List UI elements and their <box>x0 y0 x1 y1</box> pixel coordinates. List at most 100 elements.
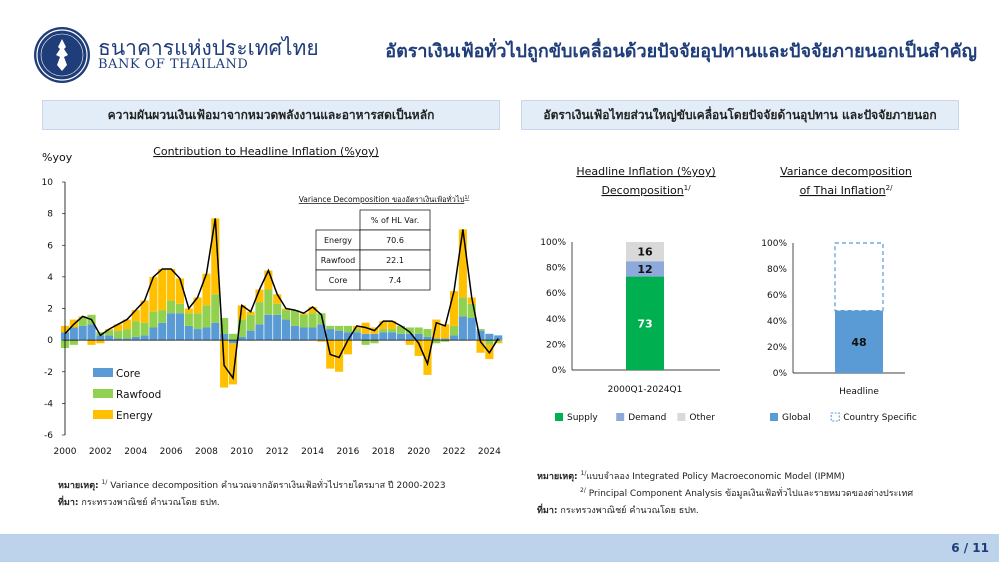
decomposition-chart-title-line1: Headline Inflation (%yoy) <box>576 165 715 178</box>
bar-core <box>255 324 264 341</box>
bar-rawfood <box>264 289 273 315</box>
bar-energy <box>131 310 140 322</box>
bar-core <box>140 335 149 341</box>
legend-label-supply: Supply <box>567 413 598 423</box>
data-label-supply: 73 <box>637 317 652 330</box>
bar-energy <box>228 343 238 385</box>
legend-swatch-rawfood <box>93 389 113 398</box>
bar-energy <box>352 325 361 330</box>
bar-rawfood <box>467 303 476 318</box>
contribution-chart-title: Contribution to Headline Inflation (%yoy… <box>153 145 379 158</box>
bar-energy <box>458 229 467 298</box>
bar-core <box>335 330 344 341</box>
contribution-chart: Contribution to Headline Inflation (%yoy… <box>42 145 503 457</box>
bar-segment-demand <box>626 261 664 277</box>
bar-rawfood <box>308 313 317 328</box>
bar-core <box>494 335 503 341</box>
bar-rawfood <box>193 313 202 330</box>
x-tick-label: 2014 <box>301 447 324 457</box>
x-tick-label: 2012 <box>266 447 289 457</box>
bar-rawfood <box>326 325 335 330</box>
bar-rawfood <box>414 327 423 334</box>
bar-energy <box>246 311 255 315</box>
bar-energy <box>113 324 123 331</box>
bar-energy <box>96 340 105 344</box>
bar-rawfood <box>211 294 220 323</box>
x-tick-label: 2020 <box>407 447 430 457</box>
legend-swatch-supply <box>555 413 563 421</box>
bar-rawfood <box>396 325 406 334</box>
bar-core <box>432 338 441 341</box>
bar-core <box>96 335 105 341</box>
bar-core <box>449 335 459 341</box>
bar-energy <box>476 340 485 353</box>
left-source: ที่มา: กระทรวงพาณิชย์ คำนวณโดย ธปท. <box>58 498 220 508</box>
bar-rawfood <box>158 310 167 323</box>
x-tick-label: 2024 <box>478 447 501 457</box>
bar-rawfood <box>476 329 485 331</box>
headline-inflation-line <box>64 218 499 381</box>
x-tick-label: 2016 <box>336 447 359 457</box>
bar-rawfood <box>405 327 414 334</box>
bar-rawfood <box>184 313 193 326</box>
bar-rawfood <box>246 314 255 331</box>
bar-rawfood <box>237 319 246 337</box>
bar-energy <box>87 340 96 345</box>
bar-core <box>149 327 158 341</box>
legend-label-global: Global <box>782 413 811 423</box>
legend-swatch-energy <box>93 410 113 419</box>
bar-rawfood <box>388 329 397 333</box>
legend-label-rawfood: Rawfood <box>116 389 161 401</box>
y-tick-label: 40% <box>546 315 566 325</box>
bar-core <box>388 332 397 341</box>
bar-core <box>264 314 273 341</box>
y-tick-label: 10 <box>42 178 54 188</box>
bar-core <box>352 332 361 341</box>
y-tick-label: 100% <box>540 238 566 248</box>
bar-core <box>273 314 282 341</box>
bar-core <box>299 327 308 341</box>
bar-core <box>202 327 211 341</box>
bar-rawfood <box>149 311 158 328</box>
y-tick-label: 80% <box>767 265 787 275</box>
x-tick-label: 2006 <box>160 447 183 457</box>
bar-rawfood <box>379 329 388 333</box>
bar-core <box>458 316 467 341</box>
bar-segment-country-specific <box>834 242 884 312</box>
bar-rawfood <box>131 321 140 337</box>
y-tick-label: 6 <box>47 241 53 251</box>
bar-energy <box>441 324 450 339</box>
bar-energy <box>211 218 220 295</box>
variance-table-title: Variance Decomposition ของอัตราเงินเฟ้อท… <box>299 194 470 204</box>
bar-core <box>281 319 291 341</box>
x-tick-label: 2010 <box>230 447 253 457</box>
bar-rawfood <box>370 340 379 344</box>
bar-core <box>476 330 485 341</box>
left-section-heading: ความผันผวนเงินเฟ้อมาจากหมวดพลังงานและอาห… <box>42 100 500 130</box>
variance-table-row-label: Energy <box>324 236 352 245</box>
bar-core <box>485 333 494 341</box>
bank-of-thailand-logo <box>34 27 90 83</box>
bar-energy <box>167 268 176 301</box>
decomposition-chart: Headline Inflation (%yoy) Decomposition1… <box>540 165 720 423</box>
x-tick-label: 2000 <box>54 447 77 457</box>
bar-core <box>122 338 131 341</box>
bar-core <box>308 327 317 341</box>
data-label-global: 48 <box>851 336 866 349</box>
bar-core <box>184 325 193 341</box>
variance-table-header: % of HL Var. <box>371 216 419 225</box>
bar-rawfood <box>317 313 326 325</box>
bar-rawfood <box>140 322 149 336</box>
x-tick-label: 2002 <box>89 447 112 457</box>
bar-core <box>237 336 246 341</box>
y-tick-label: 40% <box>767 317 787 327</box>
bar-rawfood <box>494 340 503 342</box>
bar-rawfood <box>122 329 131 339</box>
bar-core <box>167 313 176 341</box>
bar-core <box>361 333 370 341</box>
right-note-1: หมายเหตุ: 1/แบบจำลอง Integrated Policy M… <box>537 470 845 482</box>
variance-table-row-value: 70.6 <box>386 236 404 245</box>
y-tick-label: 0% <box>773 369 788 379</box>
bar-energy <box>343 340 352 355</box>
left-note: หมายเหตุ: 1/ Variance decomposition คำนว… <box>58 479 446 491</box>
